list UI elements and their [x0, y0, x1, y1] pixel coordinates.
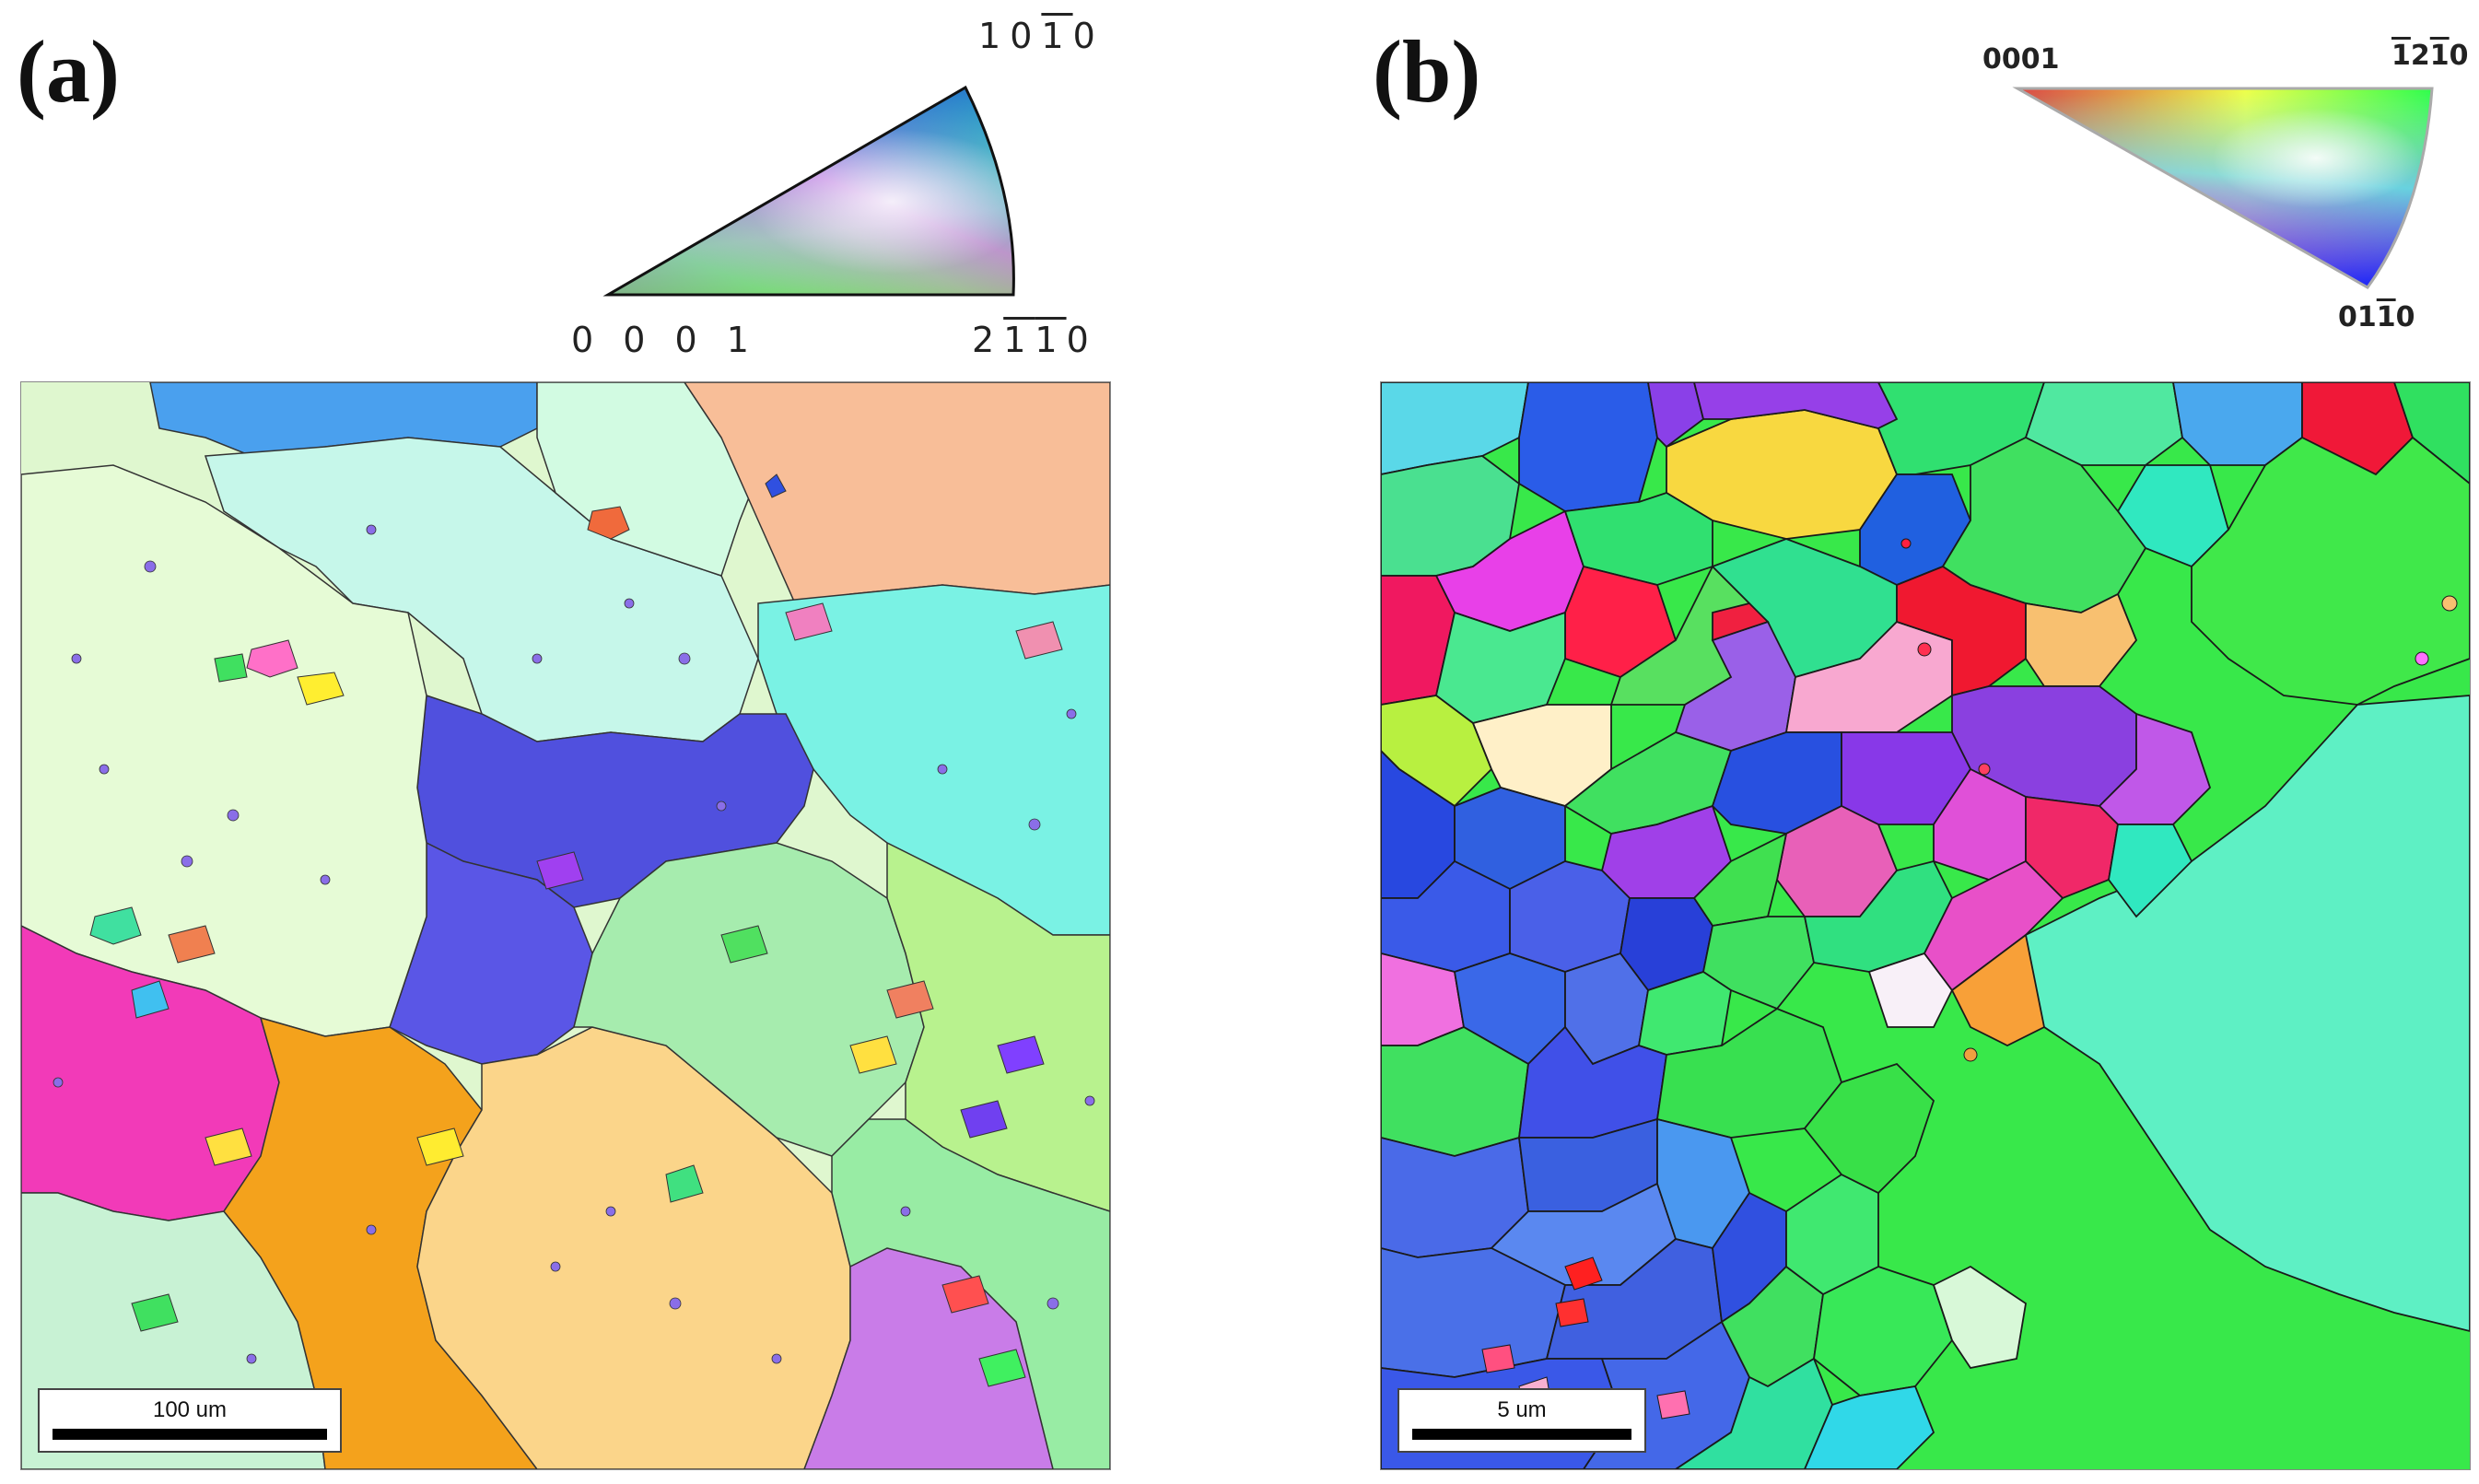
ebsd-map-a: 100 um: [20, 381, 1111, 1470]
scale-bar-a-line: [53, 1429, 327, 1440]
ipf-color-key-a: 1010 0 0 0 1 2110: [553, 18, 1105, 359]
scale-bar-a: 100 um: [38, 1388, 342, 1453]
scale-bar-b: 5 um: [1397, 1388, 1646, 1453]
panel-b-label: (b): [1373, 22, 1481, 121]
ipf-label-b-right: 1210: [2391, 40, 2469, 72]
ebsd-grain-map-a: [21, 382, 1110, 1469]
scale-bar-b-line: [1412, 1429, 1631, 1440]
ipf-label-b-left: 0001: [1982, 43, 2060, 76]
ipf-label-a-right: 2110: [972, 320, 1098, 360]
ipf-triangle-a: [602, 85, 1015, 297]
ipf-label-a-left: 0 0 0 1: [571, 320, 758, 360]
scale-bar-b-label: 5 um: [1497, 1397, 1547, 1422]
ipf-color-key-b: 0001 1210 0110: [1962, 37, 2478, 350]
scale-bar-a-label: 100 um: [152, 1397, 228, 1422]
ebsd-grain-map-b: [1381, 382, 2470, 1469]
ipf-triangle-b: [2012, 87, 2434, 289]
ipf-label-b-bottom: 0110: [2338, 301, 2415, 333]
ebsd-map-b: 5 um: [1380, 381, 2471, 1470]
ipf-label-a-top: 1010: [978, 16, 1105, 56]
panel-a-label: (a): [17, 22, 120, 121]
